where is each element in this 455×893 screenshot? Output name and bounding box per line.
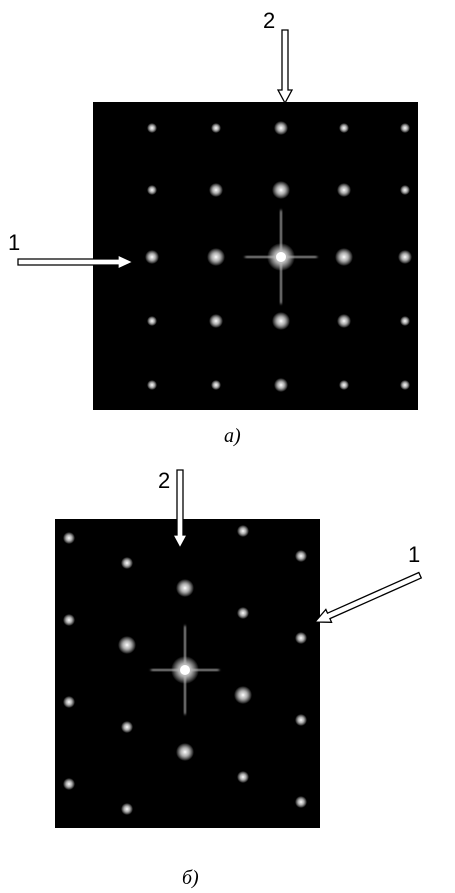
diffraction-spot bbox=[147, 316, 157, 326]
diffraction-spot bbox=[295, 796, 307, 808]
arrow bbox=[173, 470, 187, 548]
arrow-label: 2 bbox=[263, 8, 275, 33]
diffraction-spot bbox=[274, 121, 288, 135]
diffraction-spot bbox=[147, 185, 157, 195]
diffraction-spot bbox=[121, 721, 133, 733]
diffraction-spot bbox=[180, 665, 190, 675]
diffraction-spot bbox=[63, 778, 75, 790]
diffraction-spot bbox=[295, 632, 307, 644]
diffraction-spot bbox=[121, 803, 133, 815]
arrow bbox=[278, 30, 292, 103]
diffraction-spot bbox=[145, 250, 159, 264]
diffraction-spot bbox=[121, 557, 133, 569]
diffraction-spot bbox=[209, 183, 223, 197]
figure: 2 1 a) 2 1 б) bbox=[0, 0, 455, 893]
diffraction-spot bbox=[400, 123, 410, 133]
diffraction-spot bbox=[400, 380, 410, 390]
diffraction-spot bbox=[63, 696, 75, 708]
diffraction-spot bbox=[63, 532, 75, 544]
diffraction-spot bbox=[400, 185, 410, 195]
diffraction-spot bbox=[234, 686, 252, 704]
arrow-label: 2 bbox=[158, 468, 170, 493]
panel-a: 2 1 a) bbox=[8, 8, 418, 447]
caption: б) bbox=[182, 867, 199, 889]
diffraction-spot bbox=[237, 771, 249, 783]
diffraction-spot bbox=[398, 250, 412, 264]
diffraction-spot bbox=[147, 123, 157, 133]
diffraction-spot bbox=[176, 579, 194, 597]
diffraction-spot bbox=[211, 123, 221, 133]
diffraction-spot bbox=[337, 314, 351, 328]
panel-b: 2 1 б) bbox=[55, 468, 423, 889]
diffraction-spot bbox=[339, 380, 349, 390]
diffraction-spot bbox=[63, 614, 75, 626]
diffraction-spot bbox=[295, 550, 307, 562]
diffraction-spot bbox=[237, 525, 249, 537]
diffraction-spot bbox=[211, 380, 221, 390]
arrow bbox=[312, 569, 423, 629]
diffraction-spot bbox=[237, 607, 249, 619]
diffraction-spot bbox=[274, 378, 288, 392]
diffraction-spot bbox=[337, 183, 351, 197]
arrow-label: 1 bbox=[408, 542, 420, 567]
diffraction-spot bbox=[209, 314, 223, 328]
diffraction-spot bbox=[207, 248, 225, 266]
diffraction-spot bbox=[276, 252, 286, 262]
diffraction-spot bbox=[147, 380, 157, 390]
diffraction-spot bbox=[335, 248, 353, 266]
diffraction-spot bbox=[339, 123, 349, 133]
diffraction-spot bbox=[272, 312, 290, 330]
diffraction-spot bbox=[295, 714, 307, 726]
arrow-label: 1 bbox=[8, 230, 20, 255]
diffraction-spot bbox=[272, 181, 290, 199]
diffraction-spot bbox=[176, 743, 194, 761]
caption: a) bbox=[224, 425, 241, 447]
diffraction-spot bbox=[400, 316, 410, 326]
diffraction-spot bbox=[118, 636, 136, 654]
